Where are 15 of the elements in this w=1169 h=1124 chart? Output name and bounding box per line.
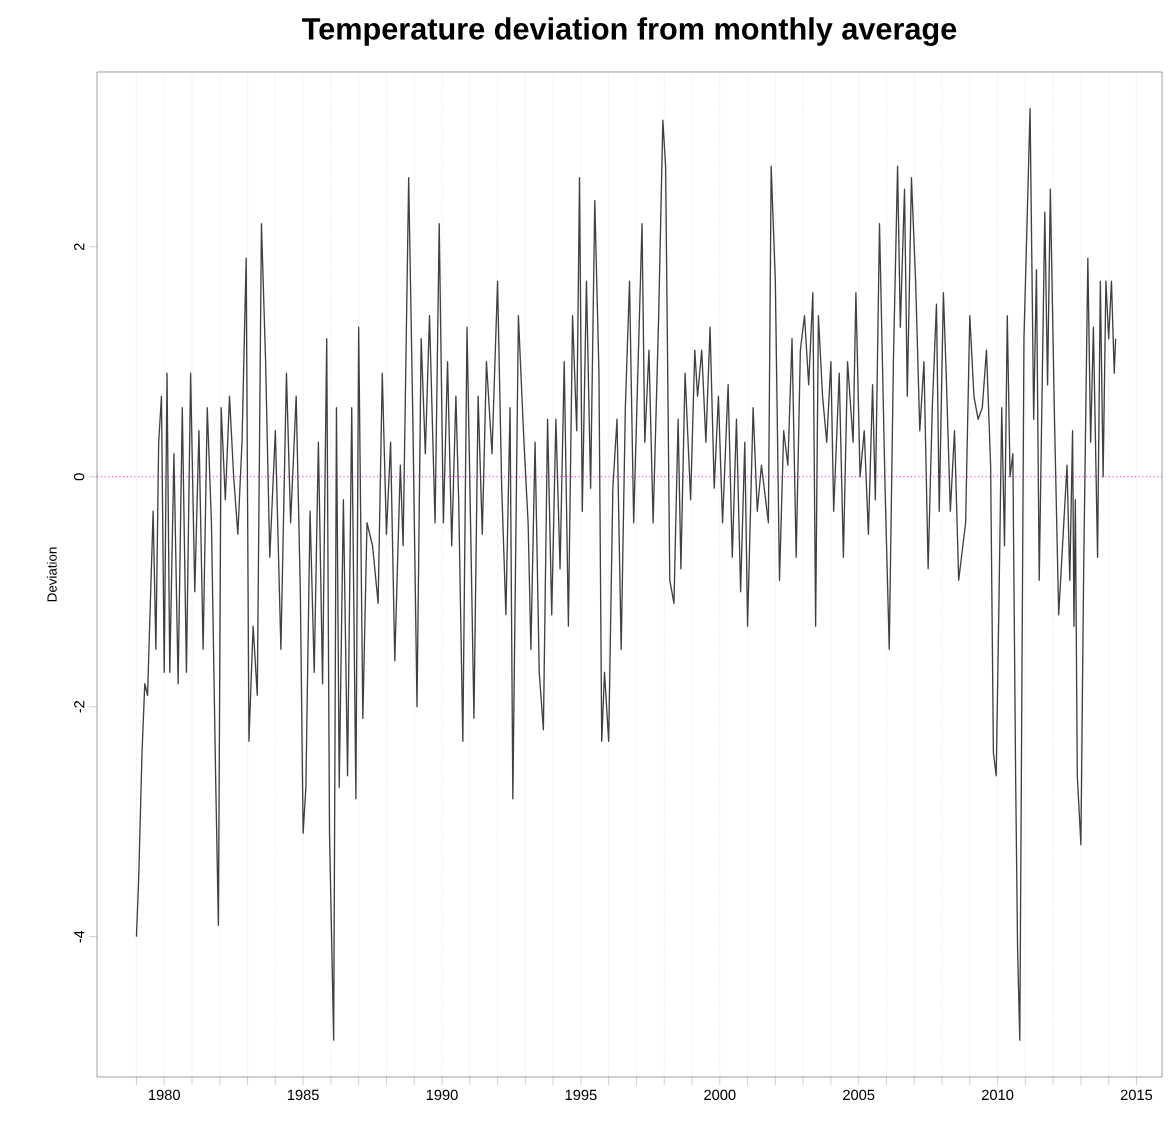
chart-title: Temperature deviation from monthly average [302,17,957,46]
x-tick-label: 2005 [843,1089,875,1101]
x-tick-label: 1980 [149,1089,180,1101]
line-series [135,108,1117,1041]
x-tick-label: 1985 [287,1089,319,1101]
x-tick-label: 2015 [1120,1089,1153,1101]
y-tick-label: 2 [74,243,85,251]
x-tick-label: 1990 [426,1089,458,1101]
x-tick-label: 1995 [565,1089,597,1101]
y-tick-label: -2 [74,700,85,713]
x-tick-label: 2000 [704,1089,736,1101]
y-tick-label: -4 [74,930,85,943]
x-tick-label: 2010 [981,1089,1014,1101]
y-tick-label: 0 [73,473,85,481]
y-axis-title: Deviation [46,547,57,602]
